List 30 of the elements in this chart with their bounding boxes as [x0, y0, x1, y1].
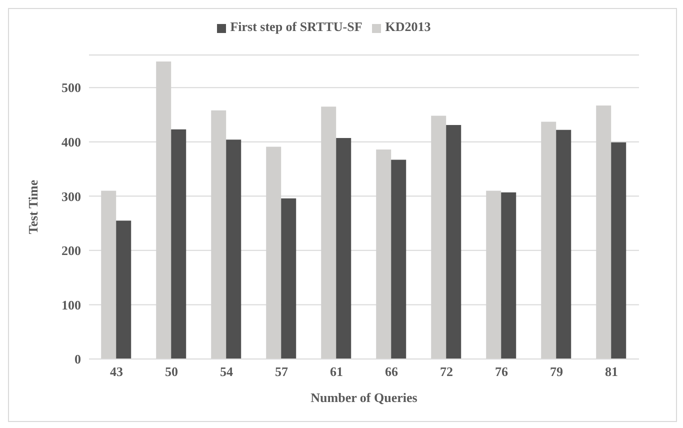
x-tick-label: 54 — [220, 364, 234, 380]
x-axis-title: Number of Queries — [310, 390, 418, 405]
bar — [611, 142, 626, 359]
y-tick-label: 300 — [62, 188, 81, 204]
y-tick-label: 100 — [62, 297, 81, 312]
bar — [556, 130, 572, 359]
x-tick-label: 43 — [110, 364, 124, 380]
y-axis-title: Test Time — [26, 180, 41, 234]
bar — [336, 138, 352, 359]
bar — [446, 125, 462, 359]
x-tick-label: 61 — [330, 364, 343, 380]
bar — [501, 192, 516, 359]
bar — [226, 140, 242, 359]
x-tick-label: 50 — [165, 364, 178, 380]
x-tick-label: 57 — [275, 364, 288, 380]
bar — [391, 160, 406, 359]
y-tick-label: 200 — [62, 243, 81, 258]
x-tick-label: 79 — [550, 364, 564, 380]
legend-label: KD2013 — [385, 19, 431, 34]
legend-label: First step of SRTTU-SF — [230, 19, 362, 34]
x-tick-label: 81 — [605, 364, 618, 380]
y-tick-label: 500 — [62, 80, 81, 96]
x-tick-label: 72 — [440, 364, 453, 380]
bar — [116, 220, 132, 359]
y-tick-label: 400 — [62, 134, 81, 150]
x-tick-label: 66 — [385, 364, 398, 380]
bar — [171, 129, 186, 359]
bar — [281, 198, 296, 359]
y-tick-label: 0 — [74, 352, 81, 367]
x-tick-label: 76 — [495, 364, 508, 380]
